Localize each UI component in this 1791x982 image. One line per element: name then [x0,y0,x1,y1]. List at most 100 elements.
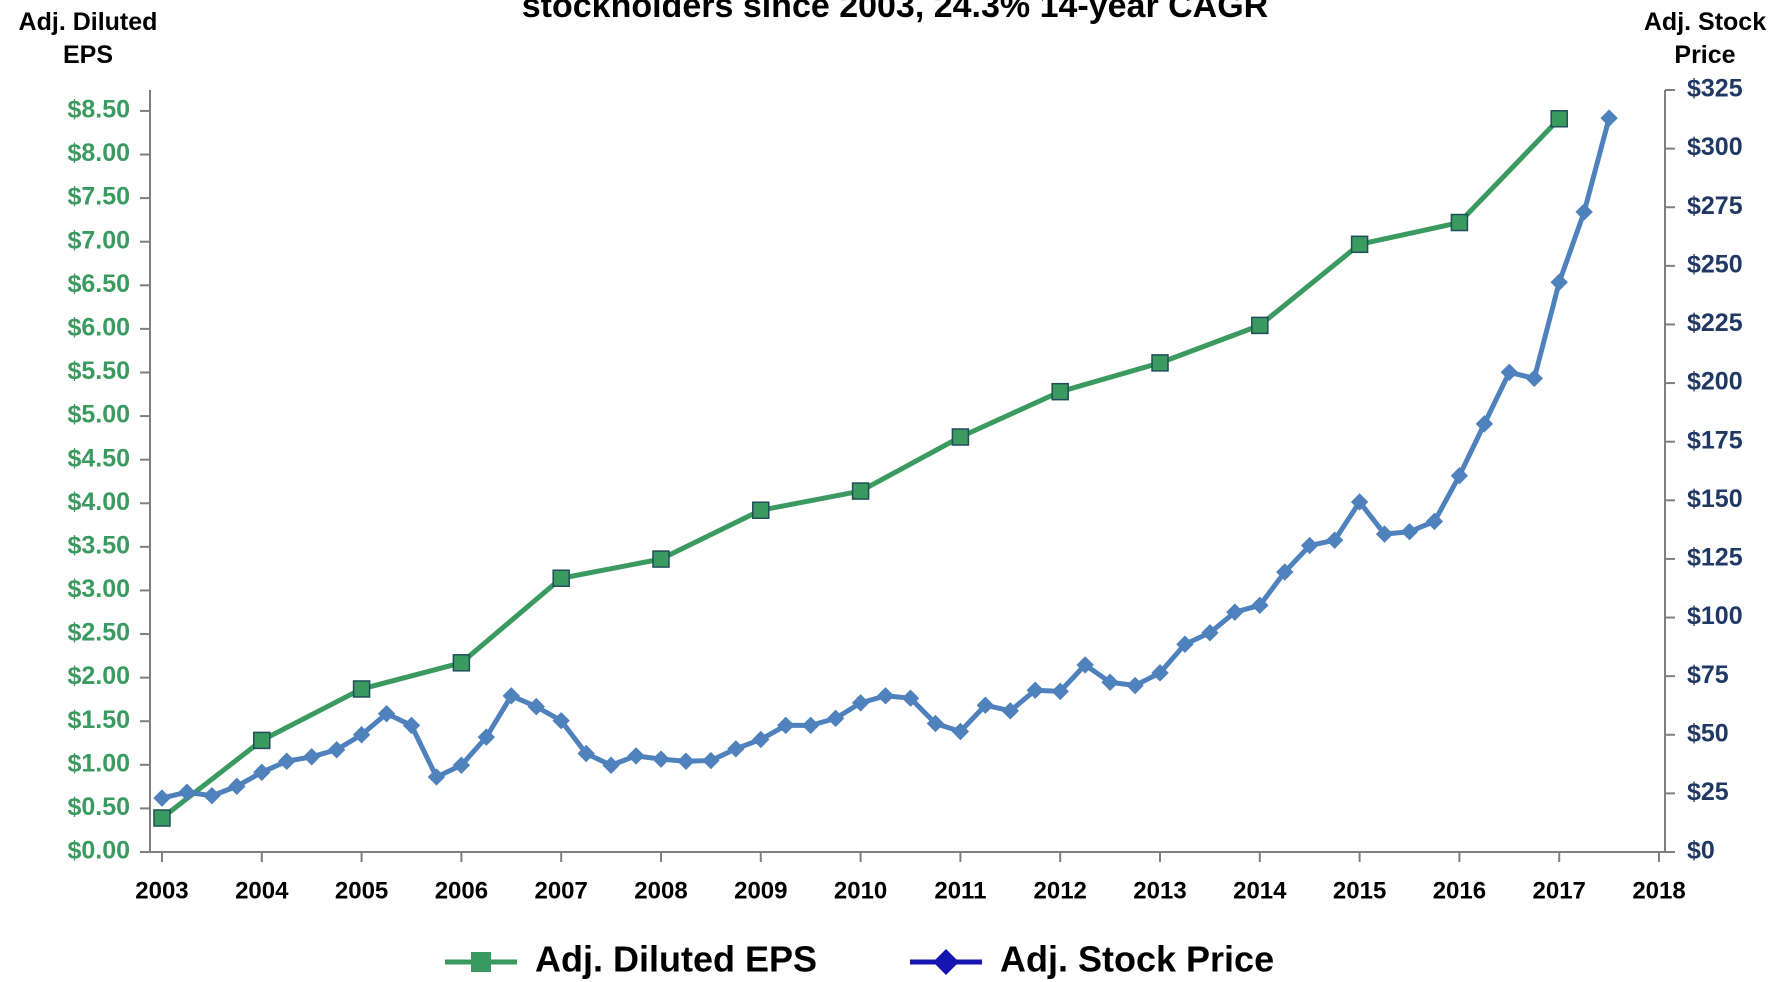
y-tick-label: $3.00 [67,575,130,603]
y-tick-label: $0.00 [67,837,130,865]
x-tick-label: 2009 [734,877,787,904]
series-line [160,117,1562,820]
y-tick-label: $8.00 [67,139,130,167]
x-tick-label: 2011 [934,877,986,904]
data-point [427,768,446,786]
x-tick-label: 2016 [1433,877,1486,904]
data-point [1251,596,1269,615]
legend-label: Adj. Stock Price [1000,939,1274,980]
y2-tick-label: $200 [1687,368,1743,396]
data-point [327,741,346,759]
y2-tick-label: $125 [1687,544,1743,572]
data-point [1350,493,1369,511]
data-point [1525,369,1543,388]
data-point [752,730,770,749]
data-point [452,654,471,672]
data-point [1151,664,1169,682]
data-point [1201,624,1219,642]
y-tick-label: $4.50 [67,444,130,472]
x-tick-label: 2006 [435,877,488,904]
y2-tick-label: $25 [1687,778,1729,806]
y2-tick-label: $100 [1687,602,1743,630]
y-tick-label: $6.50 [67,270,130,298]
data-point [1151,354,1169,372]
data-point [552,569,570,587]
data-point [1176,635,1194,653]
data-point [951,722,970,741]
data-point [377,704,396,723]
x-tick-label: 2007 [534,877,587,904]
data-point [452,756,471,774]
data-point [1325,531,1344,549]
data-point [1450,213,1469,232]
y2-tick-label: $325 [1687,75,1743,103]
data-point [752,501,770,519]
data-point [1251,316,1269,335]
data-point [1550,110,1568,128]
data-point [801,716,820,735]
data-point [876,687,895,705]
y2-tick-label: $275 [1687,192,1743,220]
data-point [302,748,321,766]
data-point [577,744,595,763]
data-point [502,687,520,705]
y2-tick-label: $75 [1687,661,1729,689]
data-point [1001,702,1020,720]
data-point [627,747,645,765]
y-tick-label: $8.50 [67,96,130,124]
y2-tick-label: $300 [1687,133,1743,161]
y-tick-label: $2.00 [67,662,130,690]
y2-tick-label: $225 [1687,309,1743,337]
data-point [777,716,795,735]
x-tick-label: 2017 [1533,877,1586,904]
data-point [228,777,246,796]
data-point [851,482,870,500]
data-point [951,428,970,446]
x-tick-label: 2012 [1034,877,1087,904]
data-point [253,731,271,750]
data-point [1375,525,1394,543]
data-point [1076,656,1094,674]
data-point [1400,523,1419,541]
data-point [702,751,720,770]
x-tick-label: 2008 [634,877,687,904]
y-tick-label: $5.00 [67,401,130,429]
data-point [677,752,695,770]
x-tick-label: 2013 [1133,877,1186,904]
data-point [153,789,171,807]
y-axis-label: Adj. Diluted EPS [18,8,158,69]
data-point [1101,673,1119,691]
data-point [1575,203,1593,221]
data-point [926,714,945,733]
data-point [1226,603,1244,621]
x-tick-label: 2010 [834,877,887,904]
data-point [352,680,371,698]
data-point [652,750,670,768]
y-tick-label: $7.50 [67,183,130,211]
x-tick-label: 2003 [135,877,188,904]
data-point [652,550,670,568]
y2-tick-label: $150 [1687,485,1743,513]
y2-tick-label: $250 [1687,250,1743,278]
y2-tick-label: $175 [1687,426,1743,454]
data-point [1500,363,1519,381]
x-tick-label: 2004 [235,877,289,904]
data-point [727,740,745,758]
data-point [976,696,995,714]
data-point [352,726,371,744]
data-point [1051,682,1069,701]
data-point [1026,681,1044,699]
x-tick-label: 2014 [1233,877,1287,904]
x-tick-label: 2015 [1333,877,1386,904]
data-point [278,752,296,770]
data-point [1600,109,1618,127]
data-point [253,763,271,781]
data-point [1450,466,1469,485]
y-tick-label: $5.50 [67,357,130,385]
data-point [203,787,221,805]
y2-tick-label: $0 [1687,837,1715,865]
data-point [1126,676,1144,695]
data-point [602,756,620,774]
